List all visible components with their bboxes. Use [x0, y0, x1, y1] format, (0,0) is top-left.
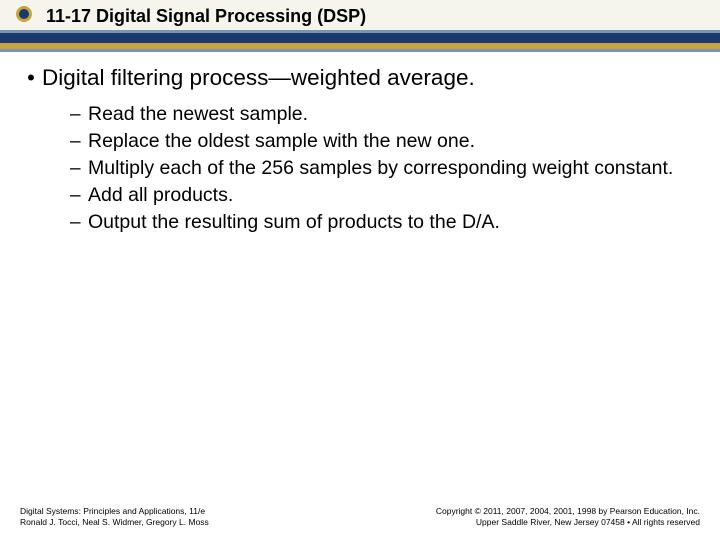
- title-bullet-inner: [19, 9, 29, 19]
- bullet-level2: –Replace the oldest sample with the new …: [70, 129, 700, 154]
- bullet-marker: •: [20, 64, 42, 92]
- subbullet-text: Output the resulting sum of products to …: [88, 210, 500, 235]
- footer-authors: Ronald J. Tocci, Neal S. Widmer, Gregory…: [20, 517, 209, 528]
- subbullet-text: Add all products.: [88, 183, 233, 208]
- slide-body: • Digital filtering process—weighted ave…: [20, 64, 700, 237]
- header-stripe: [0, 33, 720, 43]
- footer-copyright: Copyright © 2011, 2007, 2004, 2001, 1998…: [436, 506, 700, 517]
- subbullet-marker: –: [70, 156, 88, 181]
- slide-footer: Digital Systems: Principles and Applicat…: [20, 506, 700, 528]
- sub-bullets: –Read the newest sample.–Replace the old…: [20, 102, 700, 235]
- slide-title: 11-17 Digital Signal Processing (DSP): [46, 6, 366, 27]
- bullet-level2: –Multiply each of the 256 samples by cor…: [70, 156, 700, 181]
- subbullet-marker: –: [70, 102, 88, 127]
- header-stripes: [0, 30, 720, 54]
- bullet-level1: • Digital filtering process—weighted ave…: [20, 64, 700, 92]
- subbullet-marker: –: [70, 129, 88, 154]
- bullet-level2: –Read the newest sample.: [70, 102, 700, 127]
- subbullet-marker: –: [70, 210, 88, 235]
- header-stripe: [0, 49, 720, 52]
- bullet-level2: –Add all products.: [70, 183, 700, 208]
- bullet-level2: –Output the resulting sum of products to…: [70, 210, 700, 235]
- subbullet-marker: –: [70, 183, 88, 208]
- subbullet-text: Replace the oldest sample with the new o…: [88, 129, 475, 154]
- footer-address: Upper Saddle River, New Jersey 07458 • A…: [436, 517, 700, 528]
- footer-book-title: Digital Systems: Principles and Applicat…: [20, 506, 209, 517]
- slide: { "header": { "title": "11-17 Digital Si…: [0, 0, 720, 540]
- bullet-text: Digital filtering process—weighted avera…: [42, 64, 475, 92]
- subbullet-text: Multiply each of the 256 samples by corr…: [88, 156, 673, 181]
- slide-header: 11-17 Digital Signal Processing (DSP): [0, 0, 720, 54]
- footer-right: Copyright © 2011, 2007, 2004, 2001, 1998…: [436, 506, 700, 528]
- subbullet-text: Read the newest sample.: [88, 102, 308, 127]
- footer-left: Digital Systems: Principles and Applicat…: [20, 506, 209, 528]
